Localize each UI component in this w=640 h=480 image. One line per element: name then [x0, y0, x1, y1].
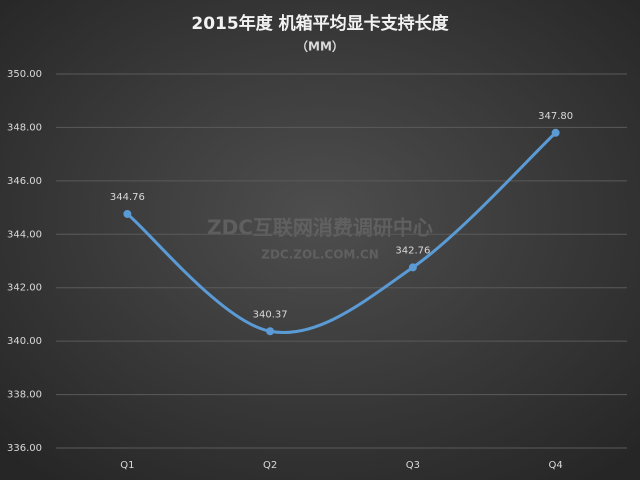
data-label: 344.76: [110, 192, 145, 203]
y-tick-label: 342.00: [7, 283, 42, 294]
y-tick-label: 340.00: [7, 336, 42, 347]
x-tick-label: Q1: [120, 460, 134, 471]
y-tick-label: 336.00: [7, 443, 42, 454]
watermark: ZDC互联网消费调研中心: [207, 216, 433, 240]
x-tick-label: Q2: [263, 460, 277, 471]
y-tick-label: 346.00: [7, 176, 42, 187]
data-point: [551, 128, 560, 137]
series-line: [125, 131, 558, 334]
data-point: [123, 209, 132, 218]
data-label: 347.80: [538, 111, 573, 122]
x-tick-label: Q3: [406, 460, 420, 471]
watermark-url: ZDC.ZOL.COM.CN: [261, 248, 379, 262]
chart-title: 2015年度 机箱平均显卡支持长度: [191, 13, 449, 34]
y-tick-label: 338.00: [7, 390, 42, 401]
data-point: [266, 327, 275, 336]
y-tick-label: 348.00: [7, 122, 42, 133]
data-point: [408, 263, 417, 272]
data-label: 342.76: [395, 245, 430, 256]
y-tick-label: 350.00: [7, 69, 42, 80]
y-tick-label: 344.00: [7, 229, 42, 240]
data-label: 340.37: [253, 309, 288, 320]
chart-subtitle: （MM）: [296, 39, 344, 54]
x-tick-label: Q4: [549, 460, 563, 471]
